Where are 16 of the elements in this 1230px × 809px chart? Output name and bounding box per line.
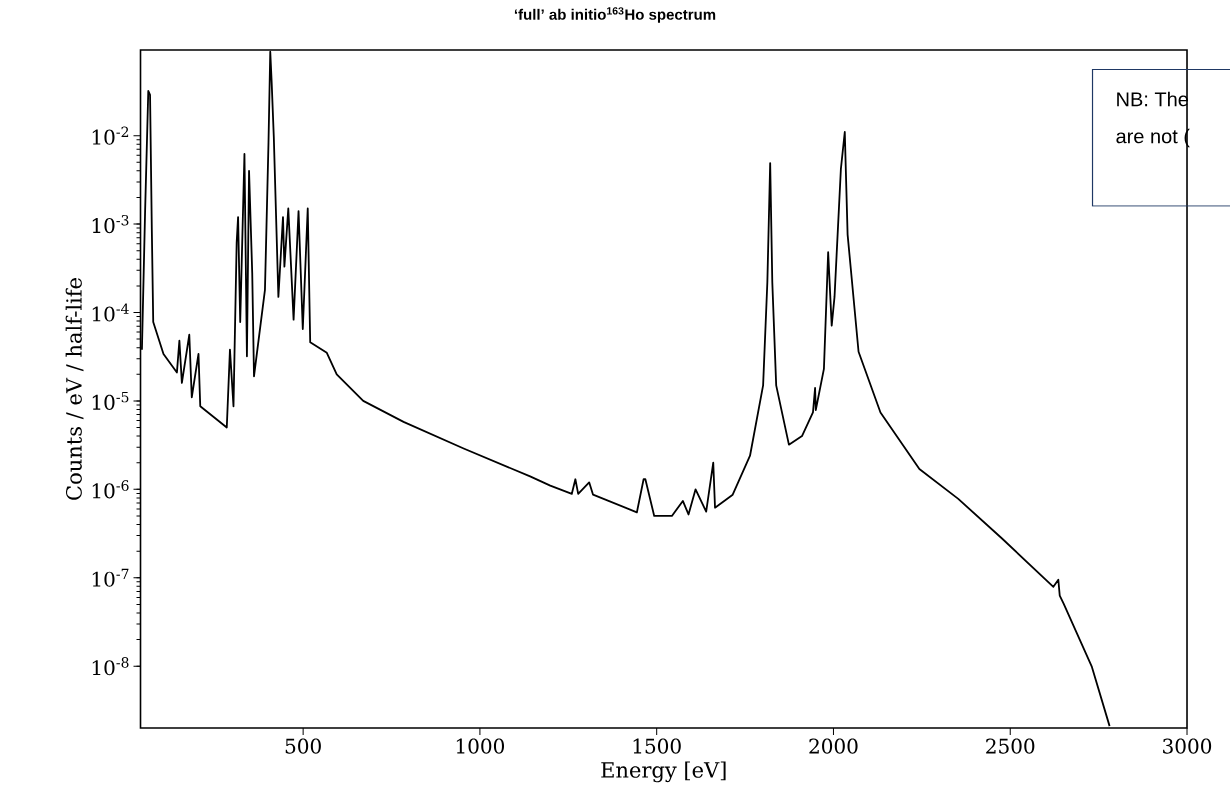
x-tick-label: 500 — [285, 738, 321, 754]
y-tick-label: 10$^{-3}$ — [92, 214, 129, 234]
chart-title: ‘full’ ab initio$^{163}$Ho spectrum — [514, 7, 716, 23]
x-tick-label: 2500 — [986, 738, 1035, 754]
x-tick-label: 1500 — [633, 738, 681, 754]
y-tick-label: 10$^{-8}$ — [92, 657, 129, 676]
y-tick-label: 10$^{-7}$ — [92, 568, 129, 587]
y-tick-label: 10$^{-2}$ — [92, 126, 129, 145]
x-axis-title: Energy [eV] — [601, 761, 726, 783]
y-tick-label: 10$^{-4}$ — [92, 303, 129, 322]
x-tick-label: 3000 — [1163, 738, 1212, 754]
y-tick-label: 10$^{-6}$ — [92, 480, 129, 499]
x-tick-label: 1000 — [456, 738, 505, 754]
x-tick-label: 2000 — [809, 738, 858, 754]
y-tick-label: 10$^{-5}$ — [92, 391, 129, 410]
y-axis-title: Counts / eV / half-life — [65, 278, 84, 500]
